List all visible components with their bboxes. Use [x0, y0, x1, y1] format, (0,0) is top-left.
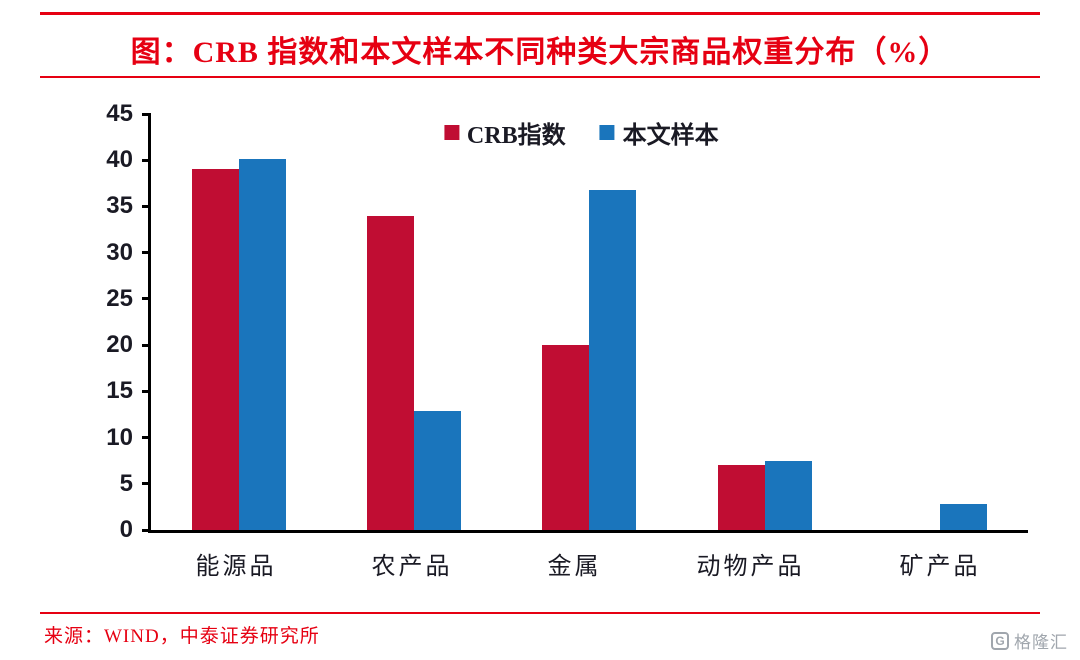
plot-area: 45 40 35 30 25 20 15 10 5 0 CRB指数 本文样本: [106, 102, 1028, 542]
y-axis-tick: 45: [83, 102, 151, 126]
y-tick-mark: [142, 528, 151, 532]
x-axis-label: 矿产品: [899, 554, 981, 580]
bar-series-1-category-4: [717, 465, 765, 530]
bar-series-1-category-2: [367, 215, 415, 530]
bar-series-2-category-5: [940, 504, 988, 530]
y-tick-mark: [142, 251, 151, 255]
y-tick-label: 30: [106, 238, 133, 266]
x-axis-label: 能源品: [195, 554, 277, 580]
y-tick-mark: [142, 158, 151, 162]
y-tick-label: 20: [106, 331, 133, 359]
bar-series-1-category-1: [191, 169, 239, 530]
chart-legend: CRB指数 本文样本: [443, 115, 719, 150]
y-tick-mark: [142, 389, 151, 393]
legend-item-2: 本文样本: [599, 115, 719, 150]
title-divider: [40, 76, 1040, 78]
y-axis-tick: 25: [83, 284, 151, 312]
legend-swatch: [443, 125, 459, 140]
source-note: 来源：WIND，中泰证券研究所: [44, 626, 320, 647]
y-tick-label: 0: [119, 516, 133, 543]
y-tick-label: 25: [106, 284, 133, 312]
top-divider: [40, 12, 1040, 15]
y-axis-tick: 10: [83, 423, 151, 451]
y-axis-tick: 20: [83, 333, 151, 357]
legend-label: CRB指数: [466, 123, 566, 149]
bar-group-4: [717, 114, 812, 530]
x-axis-label: 动物产品: [696, 554, 805, 580]
y-tick-label: 35: [106, 192, 133, 220]
bar-group-5: [893, 114, 988, 530]
y-tick-label: 40: [106, 146, 133, 174]
y-tick-mark: [142, 343, 151, 347]
legend-swatch: [599, 125, 615, 140]
bar-group-2: [367, 114, 462, 530]
y-axis-tick: 0: [83, 518, 151, 542]
y-tick-mark: [142, 436, 151, 440]
bar-series-2-category-2: [414, 410, 462, 530]
y-tick-label: 5: [119, 469, 133, 497]
y-tick-label: 15: [106, 377, 133, 405]
legend-label: 本文样本: [622, 123, 719, 149]
bar-groups: [151, 114, 1028, 530]
y-tick-label: 10: [106, 423, 133, 451]
y-axis-tick: 40: [83, 148, 151, 172]
bar-series-2-category-3: [589, 189, 637, 530]
watermark-logo: G 格隆汇: [991, 628, 1068, 653]
y-tick-label: 45: [106, 100, 133, 127]
chart-title: 图：CRB 指数和本文样本不同种类大宗商品权重分布（%）: [130, 36, 950, 69]
y-axis-tick: 15: [83, 379, 151, 403]
y-axis-tick: 5: [83, 469, 151, 497]
bar-series-2-category-1: [238, 159, 286, 530]
bar-group-3: [542, 114, 637, 530]
x-axis-label: 农产品: [371, 554, 453, 580]
x-axis-labels: 能源品 农产品 金属 动物产品 矿产品: [148, 546, 1028, 581]
y-tick-mark: [142, 297, 151, 301]
bar-group-1: [191, 114, 286, 530]
y-tick-mark: [142, 482, 151, 486]
y-tick-mark: [142, 112, 151, 116]
gelonghui-icon: G: [991, 631, 1009, 650]
y-axis-tick: 30: [83, 238, 151, 266]
footer-divider: [40, 612, 1040, 614]
bar-series-2-category-4: [764, 460, 812, 530]
y-tick-mark: [142, 204, 151, 208]
legend-item-1: CRB指数: [443, 115, 566, 150]
watermark-text: 格隆汇: [1014, 633, 1068, 652]
x-axis-label: 金属: [547, 554, 602, 580]
bar-series-1-category-3: [542, 345, 590, 530]
y-axis-tick: 35: [83, 194, 151, 218]
